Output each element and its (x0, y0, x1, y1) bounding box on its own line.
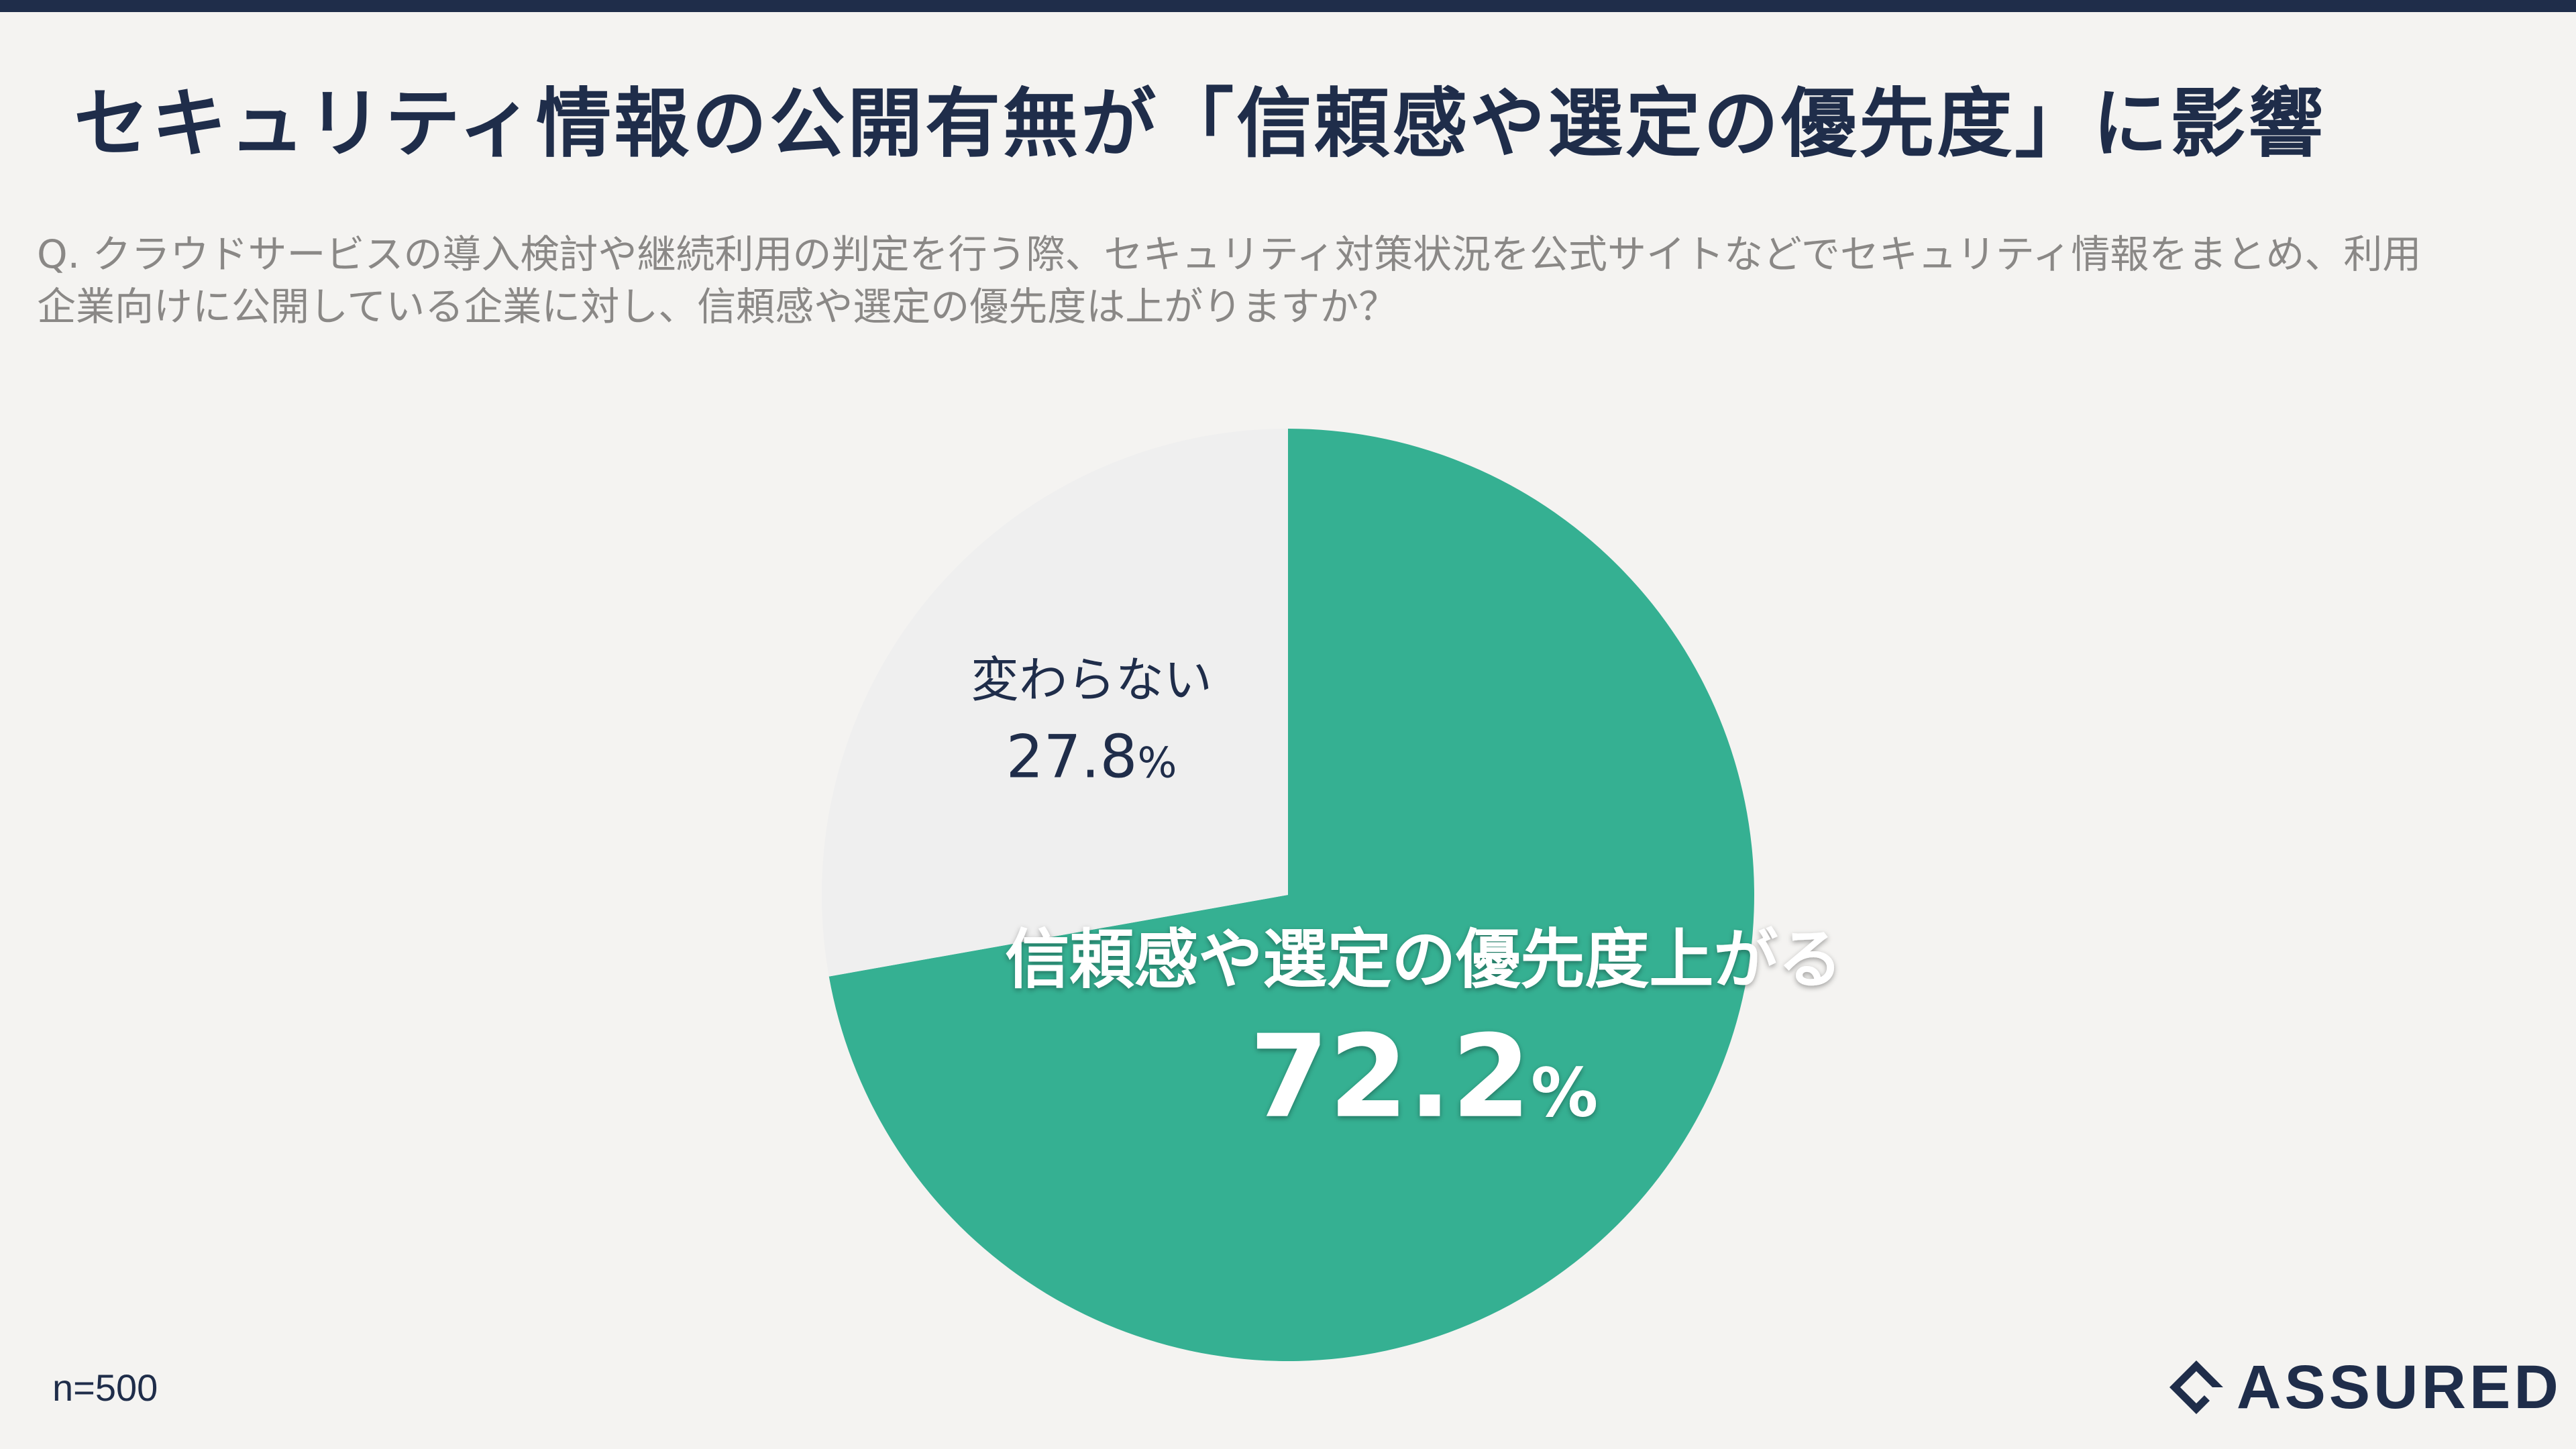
pie-slices (822, 429, 1754, 1361)
survey-question: Q. クラウドサービスの導入検討や継続利用の判定を行う際、セキュリティ対策状況を… (37, 228, 2519, 333)
pie-labels: 信頼感や選定の優先度上がる 72.2% 変わらない 27.8% (971, 651, 1842, 1143)
slice-label-increase: 信頼感や選定の優先度上がる (1005, 922, 1842, 998)
pie-slice-increase (828, 429, 1754, 1361)
pie-slice-unchanged (822, 429, 1288, 977)
page-title: セキュリティ情報の公開有無が「信頼感や選定の優先度」に影響 (74, 80, 2326, 168)
top-accent-bar (0, 0, 2576, 12)
sample-size: n=500 (52, 1366, 158, 1409)
assured-logo-icon (2169, 1360, 2223, 1414)
brand-logo: ASSURED (2165, 1352, 2562, 1421)
slice-value-increase: 72.2% (1250, 1011, 1599, 1144)
survey-question-line-1: Q. クラウドサービスの導入検討や継続利用の判定を行う際、セキュリティ対策状況を… (37, 231, 2422, 277)
brand-name: ASSURED (2237, 1352, 2562, 1421)
survey-question-line-2: 企業向けに公開している企業に対し、信頼感や選定の優先度は上がりますか？ (37, 284, 1398, 329)
slice-label-unchanged: 変わらない (971, 651, 1212, 708)
slice-value-unchanged: 27.8% (1006, 722, 1177, 791)
